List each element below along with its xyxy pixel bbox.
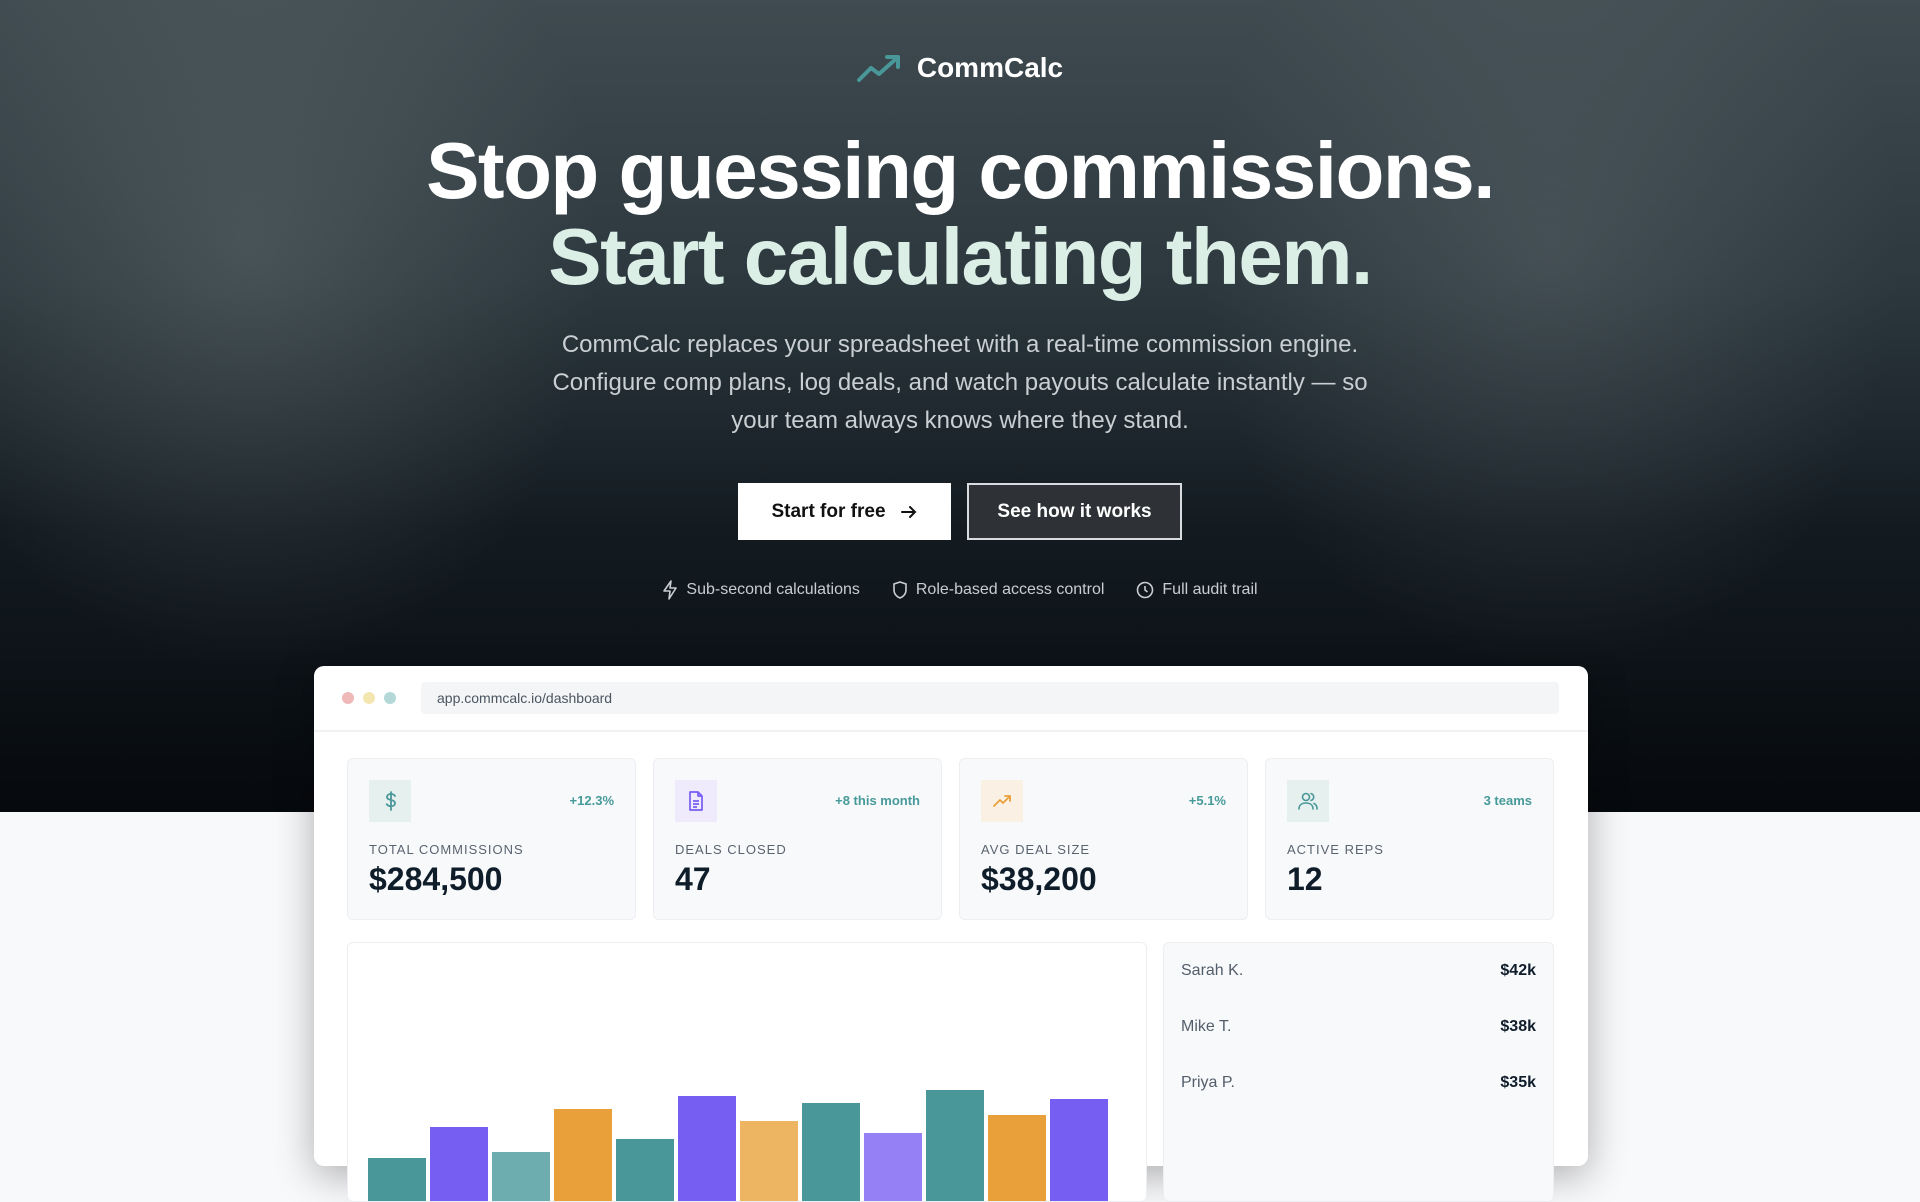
stat-change: +8 this month xyxy=(835,793,920,808)
rep-name: Sarah K. xyxy=(1181,962,1244,979)
stat-card: +12.3% TOTAL COMMISSIONS $284,500 xyxy=(347,758,636,920)
leaderboard-row: Sarah K. $42k xyxy=(1164,943,1553,999)
brand-name: CommCalc xyxy=(916,52,1064,83)
rep-name: Mike T. xyxy=(1181,1018,1232,1035)
feature-item: Full audit trail xyxy=(1136,580,1258,600)
document-icon xyxy=(675,780,717,822)
stat-change: +12.3% xyxy=(569,793,614,808)
feature-item: Sub-second calculations xyxy=(662,580,860,600)
bar xyxy=(492,1152,550,1201)
bar xyxy=(554,1109,612,1201)
bar xyxy=(1050,1099,1108,1201)
stat-value: 12 xyxy=(1287,861,1323,897)
leaderboard-row: Priya P. $35k xyxy=(1164,1055,1553,1111)
hero-title: Stop guessing commissions. Start calculat… xyxy=(426,126,1495,301)
window-dot-green xyxy=(384,692,396,704)
window-dot-red xyxy=(342,692,354,704)
stat-change: 3 teams xyxy=(1483,793,1532,808)
dashboard-preview: app.commcalc.io/dashboard +12.3% TOTAL C… xyxy=(314,666,1588,1202)
trending-up-icon xyxy=(856,55,900,82)
stat-value: $38,200 xyxy=(981,861,1097,897)
window-dot-yellow xyxy=(363,692,375,704)
leaderboard: Sarah K. $42k Mike T. $38k Priya P. $35k xyxy=(1163,942,1554,1202)
stat-label: ACTIVE REPS xyxy=(1287,842,1384,857)
bar xyxy=(988,1115,1046,1201)
bar xyxy=(740,1121,798,1201)
bar xyxy=(368,1158,426,1201)
bar xyxy=(430,1127,488,1201)
bar xyxy=(864,1133,922,1201)
hero-subtitle: CommCalc replaces your spreadsheet with … xyxy=(552,331,1368,434)
bar-chart xyxy=(347,942,1147,1202)
leaderboard-row: Mike T. $38k xyxy=(1164,999,1553,1055)
see-how-it-works-button[interactable]: See how it works xyxy=(967,483,1182,540)
stat-value: $284,500 xyxy=(369,861,503,897)
stat-label: AVG DEAL SIZE xyxy=(981,842,1091,857)
rep-amount: $35k xyxy=(1500,1074,1536,1091)
arrow-right-icon xyxy=(900,505,916,518)
dollar-icon xyxy=(369,780,411,822)
logo[interactable]: CommCalc xyxy=(0,52,1920,84)
stat-label: DEALS CLOSED xyxy=(675,842,787,857)
rep-name: Priya P. xyxy=(1181,1074,1235,1091)
bar xyxy=(926,1090,984,1201)
start-for-free-button[interactable]: Start for free xyxy=(738,483,951,540)
rep-amount: $42k xyxy=(1500,962,1536,979)
bar xyxy=(678,1096,736,1201)
stat-card: +5.1% AVG DEAL SIZE $38,200 xyxy=(959,758,1248,920)
lightning-icon xyxy=(663,580,678,600)
stat-card: 3 teams ACTIVE REPS 12 xyxy=(1265,758,1554,920)
url-bar[interactable]: app.commcalc.io/dashboard xyxy=(421,682,1559,714)
rep-amount: $38k xyxy=(1500,1018,1536,1035)
users-icon xyxy=(1287,780,1329,822)
trending-up-icon xyxy=(981,780,1023,822)
bar xyxy=(802,1103,860,1201)
stat-value: 47 xyxy=(675,861,711,897)
shield-icon xyxy=(893,581,907,599)
stat-change: +5.1% xyxy=(1188,793,1226,808)
stat-card: +8 this month DEALS CLOSED 47 xyxy=(653,758,942,920)
clock-icon xyxy=(1137,581,1154,599)
bar xyxy=(616,1139,674,1201)
stat-label: TOTAL COMMISSIONS xyxy=(369,842,524,857)
feature-item: Role-based access control xyxy=(892,580,1104,600)
